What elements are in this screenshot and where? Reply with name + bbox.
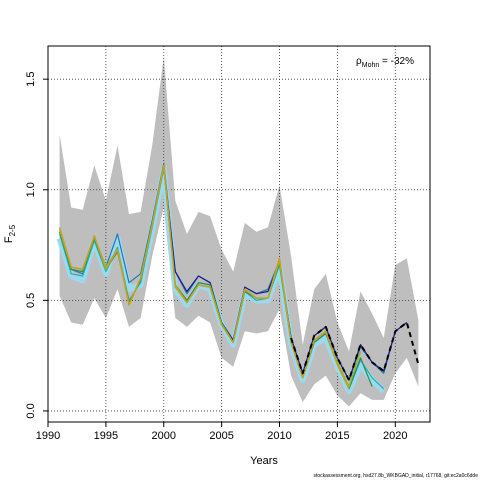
series-line-7 <box>58 164 350 390</box>
mohn-rho-symbol: ρ <box>356 56 362 67</box>
x-tick-label: 2000 <box>152 430 176 442</box>
y-axis-title-sub: 2-5 <box>8 224 17 236</box>
confidence-band-layer <box>59 57 419 407</box>
series-line-8 <box>290 321 420 381</box>
confidence-band <box>59 57 419 407</box>
plot-frame <box>47 45 431 423</box>
mohn-rho-value: = -32% <box>379 56 414 67</box>
footer-source: stockassessment.org, hsd27.8b_WKBGAD_ini… <box>313 473 478 479</box>
y-tick-label: 1.5 <box>25 72 37 87</box>
series-layer <box>56 162 420 394</box>
y-axis: 0.0 0.5 1.0 1.5 <box>25 72 48 419</box>
grid-layer <box>47 46 430 422</box>
x-tick-label: 1995 <box>94 430 118 442</box>
x-axis-title: Years <box>250 455 278 467</box>
x-tick-label: 2020 <box>383 430 407 442</box>
y-tick-label: 0.5 <box>25 293 37 308</box>
y-tick-label: 1.0 <box>25 182 37 197</box>
mohn-rho-subscript: Mohn <box>362 62 380 69</box>
x-tick-label: 1990 <box>36 430 60 442</box>
x-axis: 1990 1995 2000 2005 2010 2015 2020 <box>36 422 408 442</box>
x-tick-label: 2005 <box>209 430 233 442</box>
mohn-rho-annotation: ρMohn = -32% <box>356 56 414 69</box>
y-tick-label: 0.0 <box>25 403 37 418</box>
x-tick-label: 2010 <box>267 430 291 442</box>
x-tick-label: 2015 <box>325 430 349 442</box>
y-axis-title: F2-5 <box>3 224 17 243</box>
y-axis-title-main: F <box>3 236 15 243</box>
